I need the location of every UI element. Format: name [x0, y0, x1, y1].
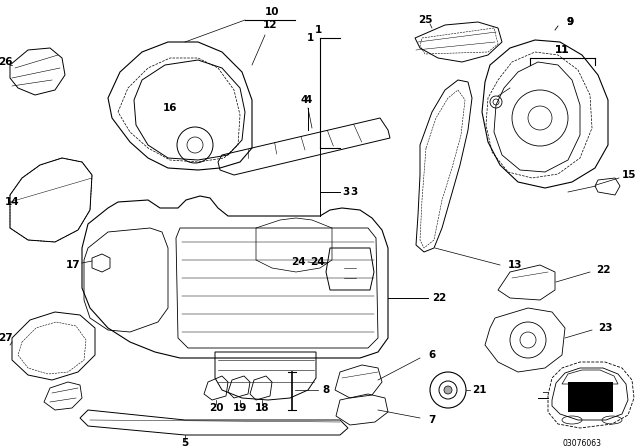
Text: 21: 21: [472, 385, 486, 395]
Text: 3: 3: [342, 187, 349, 197]
Text: 1: 1: [314, 25, 322, 35]
Bar: [568, 382, 613, 412]
Text: 16: 16: [163, 103, 177, 113]
Text: 8: 8: [322, 385, 329, 395]
Circle shape: [444, 386, 452, 394]
Text: 23: 23: [598, 323, 612, 333]
Text: 14: 14: [5, 197, 20, 207]
Text: 11: 11: [555, 45, 569, 55]
Text: 19: 19: [233, 403, 247, 413]
Text: 4: 4: [304, 95, 312, 105]
Text: ─: ─: [543, 388, 547, 396]
Text: 7: 7: [428, 415, 435, 425]
Text: 26: 26: [0, 57, 12, 67]
Text: 9: 9: [566, 17, 573, 27]
Text: 25: 25: [418, 15, 432, 25]
Text: 03076063: 03076063: [563, 439, 602, 448]
Text: 9: 9: [566, 17, 573, 27]
Text: 13: 13: [508, 260, 522, 270]
Text: 3: 3: [350, 187, 357, 197]
Text: 12: 12: [263, 20, 277, 30]
Text: 1: 1: [307, 33, 314, 43]
Text: 2: 2: [438, 293, 445, 303]
Text: 15: 15: [622, 170, 637, 180]
Text: 17: 17: [65, 260, 80, 270]
Text: 11: 11: [555, 45, 569, 55]
Text: 6: 6: [428, 350, 435, 360]
Text: 5: 5: [181, 438, 189, 448]
Text: 24: 24: [291, 257, 305, 267]
Text: 22: 22: [596, 265, 611, 275]
Text: 20: 20: [209, 403, 223, 413]
Text: 2: 2: [432, 293, 439, 303]
Text: 24: 24: [310, 257, 324, 267]
Text: 4: 4: [300, 95, 308, 105]
Text: 18: 18: [255, 403, 269, 413]
Text: 27: 27: [0, 333, 12, 343]
Text: 10: 10: [265, 7, 279, 17]
